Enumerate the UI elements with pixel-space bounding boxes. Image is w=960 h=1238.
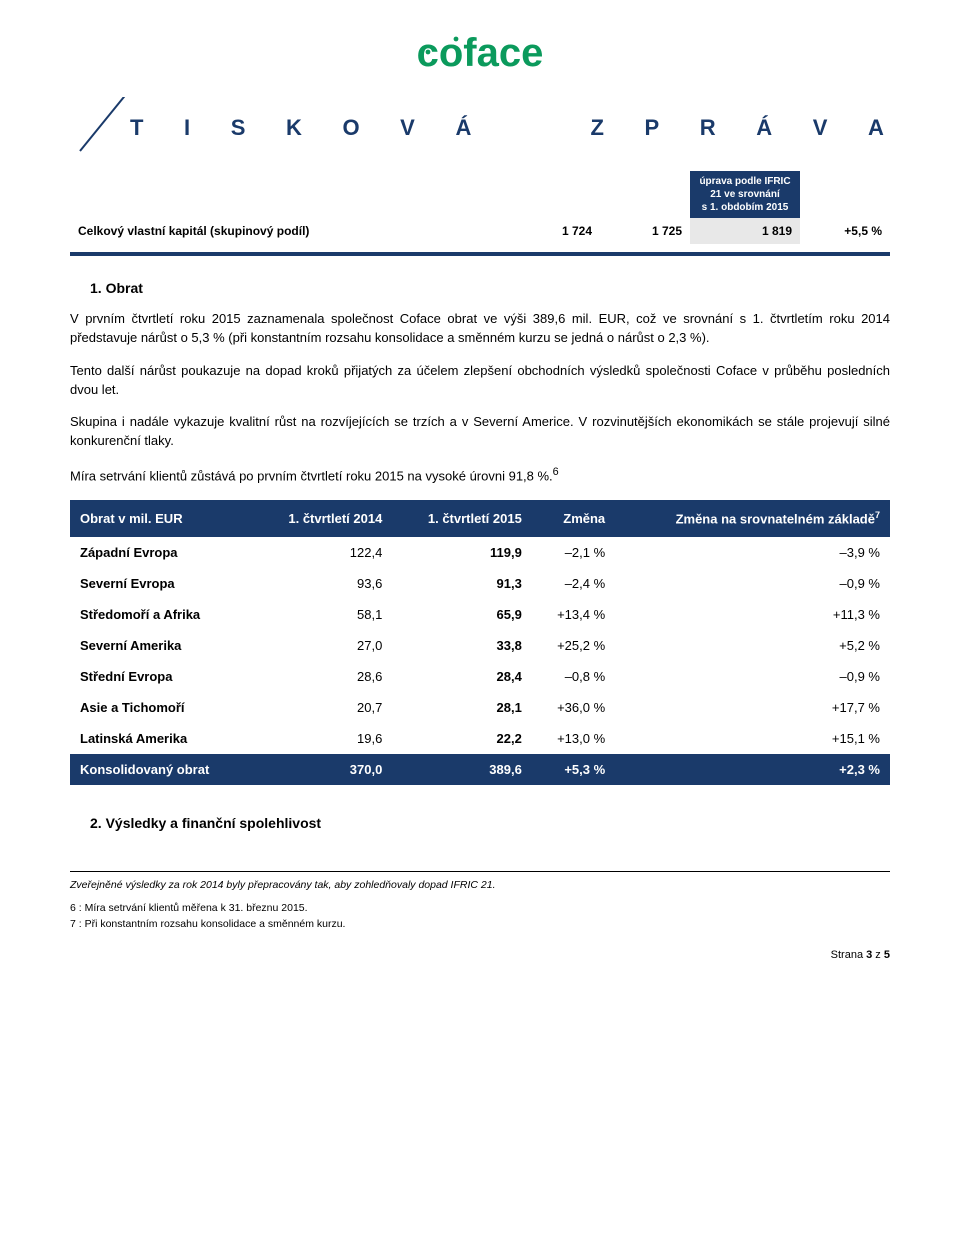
chg-c-cell: –3,9 % bbox=[615, 537, 890, 568]
region-cell: Latinská Amerika bbox=[70, 723, 253, 754]
col-region: Obrat v mil. EUR bbox=[70, 500, 253, 536]
table-row: Severní Amerika 27,0 33,8 +25,2 % +5,2 % bbox=[70, 630, 890, 661]
section1-p1: V prvním čtvrtletí roku 2015 zaznamenala… bbox=[70, 310, 890, 348]
chg-c-cell: +5,2 % bbox=[615, 630, 890, 661]
section1-title: 1. Obrat bbox=[90, 280, 890, 296]
table1-c2: 1 725 bbox=[600, 218, 690, 244]
chg-cell: –2,4 % bbox=[532, 568, 615, 599]
region-cell: Středomoří a Afrika bbox=[70, 599, 253, 630]
table1-c1: 1 724 bbox=[510, 218, 600, 244]
chg-c-cell: +15,1 % bbox=[615, 723, 890, 754]
chg-cell: –0,8 % bbox=[532, 661, 615, 692]
q1-2015-cell: 91,3 bbox=[392, 568, 532, 599]
total-chg: +5,3 % bbox=[532, 754, 615, 785]
q1-2015-cell: 28,4 bbox=[392, 661, 532, 692]
q1-2015-cell: 65,9 bbox=[392, 599, 532, 630]
revenue-table-header: Obrat v mil. EUR 1. čtvrtletí 2014 1. čt… bbox=[70, 500, 890, 536]
chg-cell: –2,1 % bbox=[532, 537, 615, 568]
coface-logo-icon: coface bbox=[370, 30, 590, 78]
table-total-row: Konsolidovaný obrat 370,0 389,6 +5,3 % +… bbox=[70, 754, 890, 785]
q1-2014-cell: 20,7 bbox=[253, 692, 393, 723]
total-q1-2015: 389,6 bbox=[392, 754, 532, 785]
table1-header-note: úprava podle IFRIC 21 ve srovnání s 1. o… bbox=[690, 171, 800, 218]
table1-divider bbox=[70, 252, 890, 256]
table-row: Severní Evropa 93,6 91,3 –2,4 % –0,9 % bbox=[70, 568, 890, 599]
footnotes: Zveřejněné výsledky za rok 2014 byly pře… bbox=[70, 871, 890, 933]
table-row: Střední Evropa 28,6 28,4 –0,8 % –0,9 % bbox=[70, 661, 890, 692]
chg-c-cell: –0,9 % bbox=[615, 568, 890, 599]
region-cell: Severní Evropa bbox=[70, 568, 253, 599]
q1-2014-cell: 93,6 bbox=[253, 568, 393, 599]
q1-2014-cell: 122,4 bbox=[253, 537, 393, 568]
region-cell: Severní Amerika bbox=[70, 630, 253, 661]
total-chg-c: +2,3 % bbox=[615, 754, 890, 785]
q1-2014-cell: 28,6 bbox=[253, 661, 393, 692]
footnote-6: 6 : Míra setrvání klientů měřena k 31. b… bbox=[70, 901, 890, 917]
footnote-ref-6: 6 bbox=[553, 466, 559, 478]
region-cell: Západní Evropa bbox=[70, 537, 253, 568]
footnote-7: 7 : Při konstantním rozsahu konsolidace … bbox=[70, 917, 890, 933]
table-row: Latinská Amerika 19,6 22,2 +13,0 % +15,1… bbox=[70, 723, 890, 754]
chg-c-cell: +11,3 % bbox=[615, 599, 890, 630]
q1-2015-cell: 22,2 bbox=[392, 723, 532, 754]
section1-p3: Skupina i nadále vykazuje kvalitní růst … bbox=[70, 413, 890, 451]
footnote-restated: Zveřejněné výsledky za rok 2014 byly pře… bbox=[70, 878, 890, 894]
q1-2014-cell: 27,0 bbox=[253, 630, 393, 661]
chg-cell: +36,0 % bbox=[532, 692, 615, 723]
col-change: Změna bbox=[532, 500, 615, 536]
table-row: Středomoří a Afrika 58,1 65,9 +13,4 % +1… bbox=[70, 599, 890, 630]
region-cell: Střední Evropa bbox=[70, 661, 253, 692]
table1-c3: 1 819 bbox=[690, 218, 800, 244]
section1-p2: Tento další nárůst poukazuje na dopad kr… bbox=[70, 362, 890, 400]
chg-cell: +13,0 % bbox=[532, 723, 615, 754]
table1-row-label: Celkový vlastní kapitál (skupinový podíl… bbox=[70, 218, 510, 244]
page-number: Strana 3 z 5 bbox=[70, 949, 890, 961]
chg-cell: +25,2 % bbox=[532, 630, 615, 661]
chg-cell: +13,4 % bbox=[532, 599, 615, 630]
svg-text:coface: coface bbox=[417, 31, 544, 75]
total-q1-2014: 370,0 bbox=[253, 754, 393, 785]
table-row: Asie a Tichomoří 20,7 28,1 +36,0 % +17,7… bbox=[70, 692, 890, 723]
q1-2014-cell: 58,1 bbox=[253, 599, 393, 630]
q1-2015-cell: 33,8 bbox=[392, 630, 532, 661]
col-q1-2014: 1. čtvrtletí 2014 bbox=[253, 500, 393, 536]
section2-title: 2. Výsledky a finanční spolehlivost bbox=[90, 815, 890, 831]
q1-2015-cell: 119,9 bbox=[392, 537, 532, 568]
col-change-comparable: Změna na srovnatelném základě7 bbox=[615, 500, 890, 536]
capital-table: úprava podle IFRIC 21 ve srovnání s 1. o… bbox=[70, 171, 890, 244]
q1-2014-cell: 19,6 bbox=[253, 723, 393, 754]
q1-2015-cell: 28,1 bbox=[392, 692, 532, 723]
table1-row: Celkový vlastní kapitál (skupinový podíl… bbox=[70, 218, 890, 244]
brand-logo: coface bbox=[70, 30, 890, 81]
chg-c-cell: +17,7 % bbox=[615, 692, 890, 723]
table-row: Západní Evropa 122,4 119,9 –2,1 % –3,9 % bbox=[70, 537, 890, 568]
banner-diagonal-icon bbox=[70, 97, 890, 153]
region-cell: Asie a Tichomoří bbox=[70, 692, 253, 723]
chg-c-cell: –0,9 % bbox=[615, 661, 890, 692]
col-q1-2015: 1. čtvrtletí 2015 bbox=[392, 500, 532, 536]
press-release-banner: TISKOVÁ ZPRÁVA bbox=[70, 97, 890, 153]
total-label: Konsolidovaný obrat bbox=[70, 754, 253, 785]
section1-p4: Míra setrvání klientů zůstává po prvním … bbox=[70, 465, 890, 486]
revenue-table: Obrat v mil. EUR 1. čtvrtletí 2014 1. čt… bbox=[70, 500, 890, 784]
page-container: coface TISKOVÁ ZPRÁVA úprava podle IFRIC… bbox=[0, 0, 960, 981]
table1-c4: +5,5 % bbox=[800, 218, 890, 244]
